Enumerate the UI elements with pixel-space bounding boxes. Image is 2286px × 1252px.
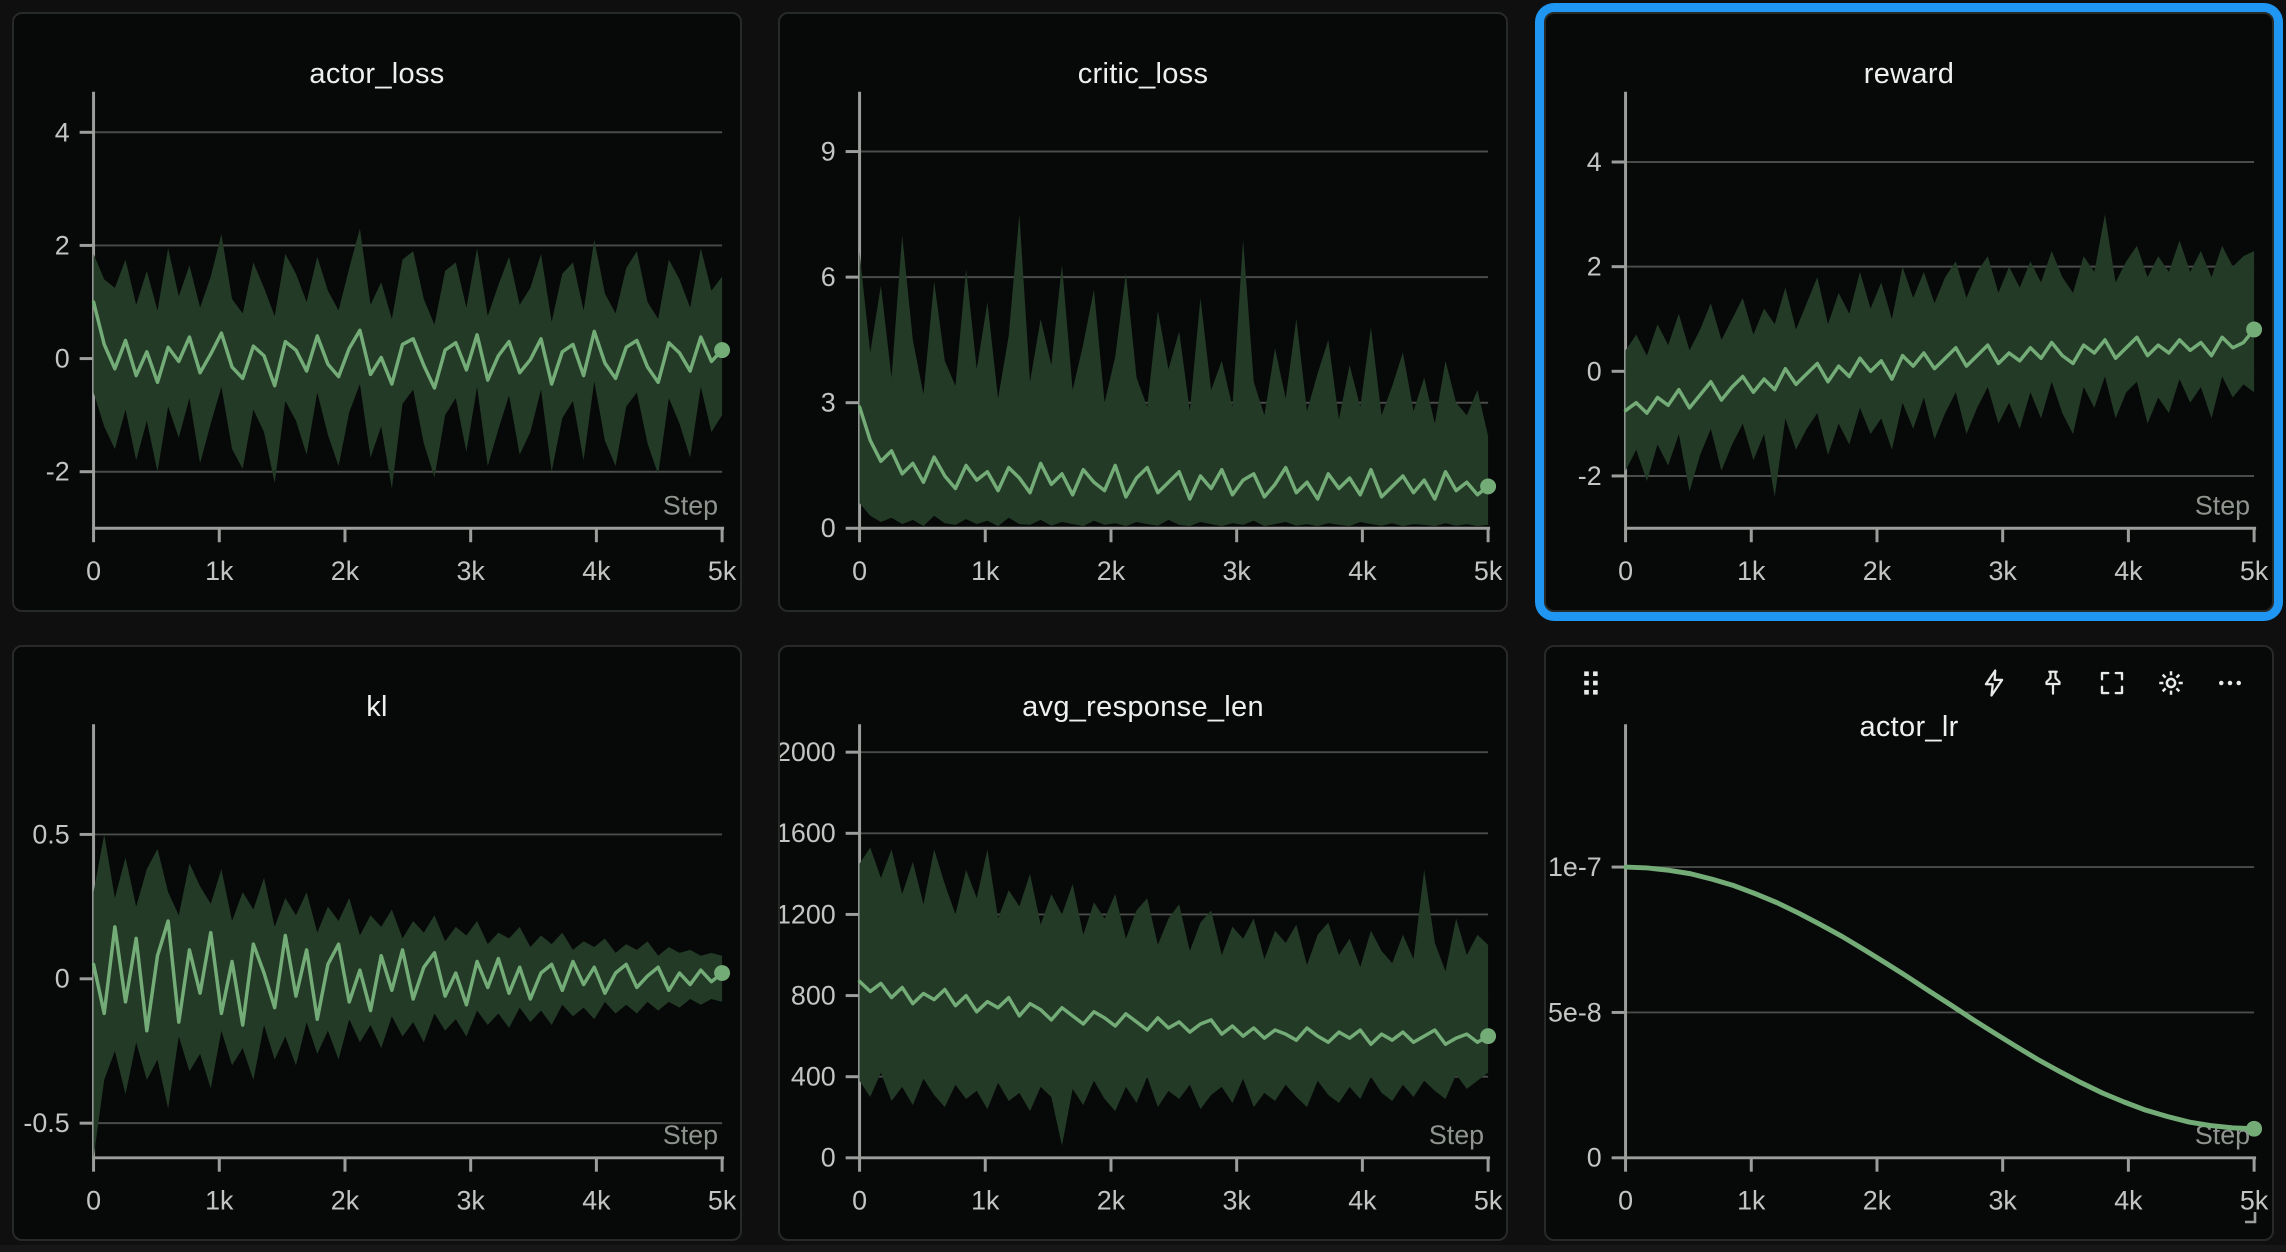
svg-text:1600: 1600 (780, 818, 836, 848)
svg-text:4: 4 (55, 117, 70, 147)
svg-text:4k: 4k (2114, 1185, 2143, 1215)
more-button[interactable] (2214, 667, 2246, 699)
svg-text:2000: 2000 (780, 737, 836, 767)
svg-text:4k: 4k (2114, 556, 2143, 586)
svg-text:2: 2 (55, 230, 70, 260)
svg-text:4: 4 (1587, 147, 1602, 177)
svg-text:3k: 3k (1989, 556, 2018, 586)
svg-text:5k: 5k (2240, 556, 2269, 586)
pin-button[interactable] (2037, 667, 2069, 699)
resize-handle-icon[interactable] (2236, 1203, 2260, 1227)
svg-text:0: 0 (821, 513, 836, 543)
svg-text:4k: 4k (582, 1185, 611, 1215)
zap-button[interactable] (1978, 667, 2010, 699)
drag-handle-icon[interactable] (1576, 665, 1606, 701)
panel-actor-lr[interactable]: actor_lr 1e-7 5e-8 0 0 1k 2k 3k 4k 5k Step (1544, 645, 2274, 1241)
svg-text:1e-7: 1e-7 (1548, 852, 1602, 882)
svg-text:6: 6 (821, 262, 836, 292)
svg-text:9: 9 (821, 136, 836, 166)
chart-canvas-reward[interactable]: 4 2 0 -2 0 1k 2k 3k 4k 5k Step (1546, 14, 2272, 610)
svg-text:0: 0 (1618, 556, 1633, 586)
panel-kl[interactable]: kl 0.5 0 -0.5 0 1k 2k 3k 4k 5k Step (12, 645, 742, 1241)
chart-canvas-critic-loss[interactable]: 963001k2k3k4k5kStep (780, 14, 1506, 610)
chart-canvas-kl[interactable]: 0.5 0 -0.5 0 1k 2k 3k 4k 5k Step (14, 647, 740, 1239)
svg-text:5k: 5k (1474, 1185, 1503, 1215)
svg-text:3k: 3k (1223, 1185, 1252, 1215)
svg-text:0: 0 (86, 1185, 101, 1215)
svg-text:2k: 2k (331, 556, 360, 586)
pin-icon (2045, 670, 2061, 695)
svg-text:3k: 3k (457, 556, 486, 586)
svg-text:3k: 3k (457, 1185, 486, 1215)
svg-text:5k: 5k (708, 1185, 737, 1215)
chart-title: reward (1863, 58, 1955, 90)
svg-text:1k: 1k (971, 1185, 1000, 1215)
svg-text:0: 0 (1618, 1185, 1633, 1215)
more-icon (2219, 680, 2241, 686)
svg-text:-2: -2 (1578, 461, 1602, 491)
svg-text:4k: 4k (1348, 1185, 1377, 1215)
panel-actor-loss[interactable]: actor_loss 4 2 0 -2 0 1k 2k 3k 4k 5k Step (12, 12, 742, 612)
panel-reward[interactable]: reward 4 2 0 -2 0 1k 2k 3k 4k 5k Step (1544, 12, 2274, 612)
svg-text:2k: 2k (1097, 556, 1126, 586)
page-bottom-edge (0, 1245, 2286, 1252)
svg-text:4k: 4k (582, 556, 611, 586)
svg-text:-0.5: -0.5 (23, 1108, 69, 1138)
chart-canvas-actor-loss[interactable]: 4 2 0 -2 0 1k 2k 3k 4k 5k Step (14, 14, 740, 610)
svg-text:Step: Step (663, 490, 718, 520)
svg-text:1k: 1k (205, 556, 234, 586)
svg-text:0: 0 (1587, 1143, 1602, 1173)
svg-text:1200: 1200 (780, 899, 836, 929)
svg-text:0: 0 (55, 964, 70, 994)
svg-text:2: 2 (1587, 252, 1602, 282)
chart-title: kl (366, 691, 388, 723)
chart-title: actor_loss (309, 58, 445, 90)
panel-avg-response-len[interactable]: avg_response_len 2000 1600 1200 800 400 0 0 1k 2… (778, 645, 1508, 1241)
panel-toolbar (1546, 661, 2272, 705)
svg-text:0: 0 (852, 556, 867, 586)
svg-text:Step: Step (663, 1120, 718, 1150)
chart-title: avg_response_len (1022, 691, 1264, 723)
svg-text:5k: 5k (1474, 556, 1503, 586)
svg-text:5k: 5k (2240, 1185, 2269, 1215)
svg-text:2k: 2k (331, 1185, 360, 1215)
panel-critic-loss[interactable]: critic_loss 963001k2k3k4k5kStep (778, 12, 1508, 612)
svg-text:1k: 1k (1737, 1185, 1766, 1215)
svg-text:3k: 3k (1223, 556, 1252, 586)
svg-text:5e-8: 5e-8 (1548, 997, 1602, 1027)
svg-text:400: 400 (791, 1062, 836, 1092)
svg-text:0: 0 (86, 556, 101, 586)
svg-text:1k: 1k (971, 556, 1000, 586)
svg-text:0.5: 0.5 (32, 819, 69, 849)
svg-text:0: 0 (55, 344, 70, 374)
svg-text:Step: Step (1429, 1120, 1484, 1150)
svg-text:-2: -2 (46, 457, 70, 487)
fullscreen-button[interactable] (2096, 667, 2128, 699)
chart-title: critic_loss (1077, 58, 1209, 90)
svg-text:2k: 2k (1863, 556, 1892, 586)
svg-text:3k: 3k (1989, 1185, 2018, 1215)
svg-text:2k: 2k (1097, 1185, 1126, 1215)
svg-text:0: 0 (852, 1185, 867, 1215)
svg-text:4k: 4k (1348, 556, 1377, 586)
svg-text:1k: 1k (205, 1185, 234, 1215)
chart-canvas-avg-response-len[interactable]: 2000 1600 1200 800 400 00 1k 2k 3k 4k 5k Step (780, 647, 1506, 1239)
svg-text:0: 0 (821, 1143, 836, 1173)
svg-text:2k: 2k (1863, 1185, 1892, 1215)
svg-text:Step: Step (2195, 490, 2250, 520)
gear-button[interactable] (2155, 667, 2187, 699)
zap-icon (1984, 669, 2004, 697)
svg-text:0: 0 (1587, 356, 1602, 386)
svg-text:5k: 5k (708, 556, 737, 586)
svg-text:3: 3 (821, 388, 836, 418)
svg-text:1k: 1k (1737, 556, 1766, 586)
chart-title: actor_lr (1859, 711, 1959, 743)
svg-text:800: 800 (791, 981, 836, 1011)
fullscreen-icon (2100, 671, 2124, 695)
gear-icon (2159, 671, 2183, 695)
